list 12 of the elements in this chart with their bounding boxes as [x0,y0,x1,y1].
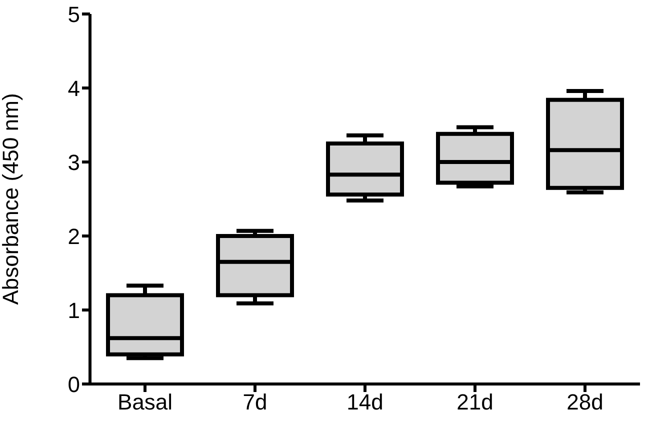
y-tick-label: 3 [68,150,80,175]
y-tick-label: 0 [68,372,80,397]
y-tick-label: 4 [68,76,80,101]
x-tick-label: Basal [117,390,173,415]
x-tick-label: 14d [346,390,384,415]
y-axis-title: Absorbance (450 nm) [0,93,23,305]
y-tick-label: 2 [68,224,80,249]
x-tick-label: 21d [456,390,494,415]
x-tick-label: 28d [566,390,604,415]
x-tick-label: 7d [242,390,268,415]
y-tick-label: 5 [68,2,80,27]
y-tick-label: 1 [68,298,80,323]
